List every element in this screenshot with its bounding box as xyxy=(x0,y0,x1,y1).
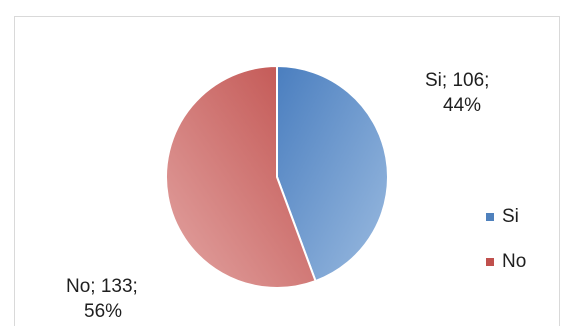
legend-swatch-no xyxy=(486,258,494,266)
legend-item-no: No xyxy=(486,251,526,273)
pie-slice-si xyxy=(276,64,389,283)
data-label-no: No; 133; 56% xyxy=(66,274,138,324)
legend-label-si: Si xyxy=(502,206,519,227)
data-label-no-line1: No; 133; xyxy=(66,276,138,297)
data-label-si: Si; 106; 44% xyxy=(425,68,489,118)
data-label-si-line1: Si; 106; xyxy=(425,70,490,91)
legend-item-si: Si xyxy=(486,206,519,228)
data-label-si-line2: 44% xyxy=(443,95,482,116)
legend-label-no: No xyxy=(502,251,527,272)
pie-slice-no xyxy=(165,64,317,289)
legend-swatch-si xyxy=(486,213,494,221)
data-label-no-line2: 56% xyxy=(84,301,123,322)
